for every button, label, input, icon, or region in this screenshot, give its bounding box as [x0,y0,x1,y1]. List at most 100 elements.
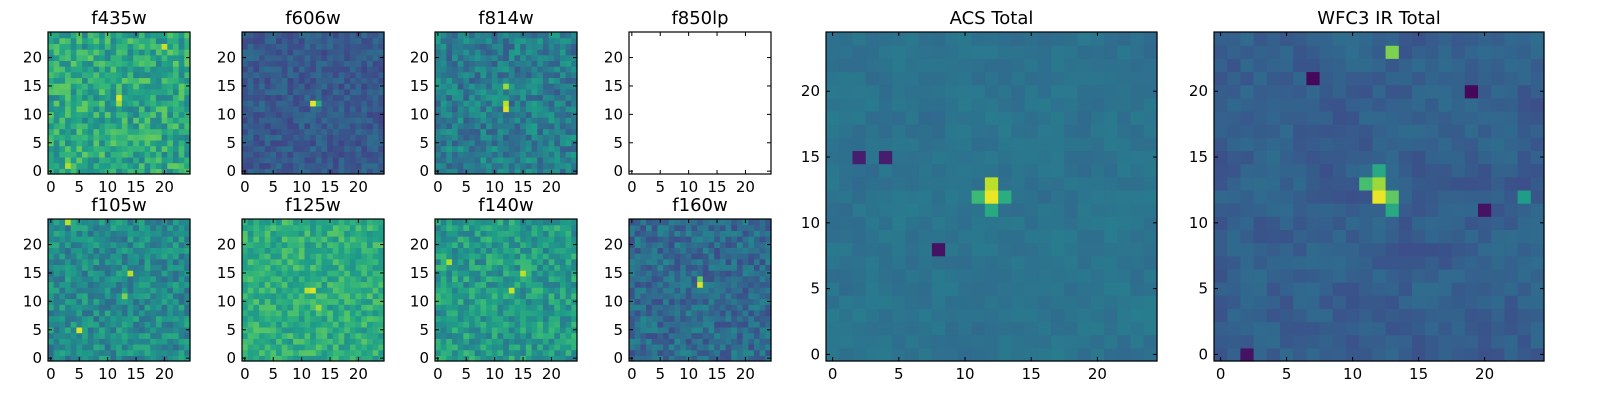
heatmap-cell [150,309,157,317]
heatmap-cell [697,292,704,300]
heatmap-cell [548,315,555,322]
heatmap-cell [945,308,959,323]
heatmap-cell [674,253,681,260]
heatmap-cell [1090,203,1105,217]
heatmap-cell [167,37,174,44]
heatmap-cell [1130,295,1145,309]
heatmap-cell [491,105,499,113]
heatmap-cell [242,236,249,243]
heatmap-cell [121,315,129,322]
heatmap-cell [310,43,317,50]
heatmap-cell [446,105,453,113]
heatmap-cell [759,230,766,237]
heatmap-cell [349,253,357,260]
heatmap-cell [332,332,340,339]
heatmap-cell [321,71,328,79]
heatmap-cell [736,236,744,243]
heatmap-cell [116,134,123,141]
heatmap-cell [110,326,117,334]
heatmap-cell [514,71,521,79]
heatmap-cell [559,253,567,260]
heatmap-cell [452,168,459,175]
heatmap-cell [531,122,538,130]
heatmap-cell [310,281,317,288]
heatmap-cell [514,168,521,175]
y-tick-label: 15 [217,264,236,282]
heatmap-cell [378,105,385,113]
heatmap-cell [121,355,129,362]
heatmap-cell [65,343,72,351]
heatmap-cell [446,66,453,73]
heatmap-cell [327,287,334,294]
heatmap-cell [486,304,493,311]
heatmap-cell [332,88,340,96]
heatmap-cell [537,162,544,169]
heatmap-cell [253,151,260,158]
heatmap-cell [1117,282,1132,296]
heatmap-cell [310,247,317,254]
heatmap-cell [378,151,385,158]
heatmap-cell [491,66,499,73]
heatmap-cell [1037,347,1052,362]
heatmap-cell [918,347,933,362]
heatmap-cell [344,298,351,305]
heatmap-cell [520,134,527,141]
heatmap-cell [116,355,123,362]
heatmap-cell [1117,203,1132,217]
heatmap-cell [338,151,345,158]
heatmap-cell [503,304,510,311]
heatmap-cell [93,134,100,141]
heatmap-cell [53,168,60,175]
heatmap-cell [508,168,516,175]
heatmap-cell [491,122,499,130]
heatmap-cell [310,241,317,248]
heatmap-cell [247,292,254,300]
heatmap-cell [514,298,521,305]
heatmap-cell [378,156,385,164]
heatmap-cell [76,145,83,152]
heatmap-cell [651,281,658,288]
heatmap-cell [70,241,77,248]
heatmap-cell [542,60,550,67]
heatmap-cell [452,60,459,67]
heatmap-cell [852,268,867,283]
heatmap-cell [457,151,464,158]
x-tick-label: 20 [736,365,755,383]
heatmap-cell [469,122,476,130]
heatmap-cell [150,253,157,260]
heatmap-cell [87,326,95,334]
heatmap-cell [65,128,72,135]
heatmap-cell [48,332,55,339]
heatmap-cell [514,241,521,248]
heatmap-cell [70,258,77,266]
heatmap-cell [469,343,476,351]
heatmap-cell [361,326,368,334]
heatmap-cell [138,309,146,317]
heatmap-cell [281,281,289,288]
heatmap-cell [344,343,351,351]
heatmap-cell [161,156,168,164]
heatmap-cell [349,128,357,135]
heatmap-cell [542,236,550,243]
heatmap-cell [264,66,271,73]
heatmap-cell [247,287,254,294]
heatmap-cell [452,264,459,271]
heatmap-cell [435,338,442,345]
heatmap-cell [287,88,294,96]
heatmap-cell [503,54,510,61]
heatmap-cell [133,83,140,90]
heatmap-cell [276,151,283,158]
heatmap-cell [491,275,499,283]
heatmap-cell [315,60,323,67]
heatmap-cell [70,151,77,158]
heatmap-cell [905,268,920,283]
heatmap-cell [93,43,100,50]
heatmap-cell [281,298,289,305]
heatmap-cell [463,145,470,152]
heatmap-cell [480,230,487,237]
heatmap-cell [905,203,920,217]
heatmap-cell [332,32,340,39]
heatmap-cell [742,224,749,231]
heatmap-cell [366,287,374,294]
heatmap-cell [59,292,66,300]
